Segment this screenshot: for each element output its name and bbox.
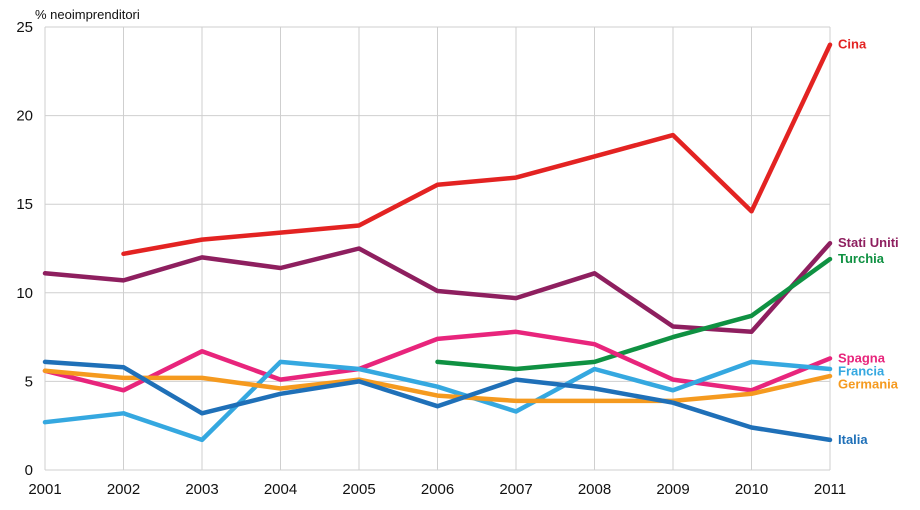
x-tick-label: 2004 (264, 481, 297, 498)
x-tick-label: 2010 (735, 481, 768, 498)
grid (44, 26, 831, 471)
series-label-cina: Cina (838, 37, 867, 52)
series-label-germania: Germania (838, 376, 899, 391)
y-tick-label: 15 (16, 196, 33, 213)
x-tick-label: 2003 (185, 481, 218, 498)
series-label-spagna: Spagna (838, 350, 886, 365)
series-line-cina (121, 42, 833, 257)
series-line-francia (42, 359, 833, 443)
series-line-germania (42, 368, 833, 404)
series-label-italia: Italia (838, 432, 868, 447)
y-tick-label: 10 (16, 285, 33, 302)
y-tick-label: 5 (25, 373, 33, 390)
y-tick-label: 20 (16, 108, 33, 125)
x-tick-label: 2006 (421, 481, 454, 498)
series-label-turchia: Turchia (838, 251, 885, 266)
y-tick-label: 0 (25, 462, 33, 479)
x-tick-label: 2009 (656, 481, 689, 498)
y-axis-label: % neoimprenditori (35, 7, 140, 22)
x-tick-label: 2008 (578, 481, 611, 498)
axis-ticks: 0 5 10 15 20 25 2001 2002 2003 2004 2005 2006 2007 20… (16, 19, 846, 498)
x-tick-label: 2001 (28, 481, 61, 498)
series-line-italia (42, 359, 833, 443)
x-tick-label: 2005 (342, 481, 375, 498)
series-line-turchia (435, 256, 833, 372)
x-tick-label: 2002 (107, 481, 140, 498)
series-lines (42, 42, 833, 443)
series-label-stati-uniti: Stati Uniti (838, 235, 899, 250)
x-tick-label: 2007 (499, 481, 532, 498)
x-tick-label: 2011 (814, 481, 846, 498)
y-tick-label: 25 (16, 19, 33, 36)
series-label-francia: Francia (838, 363, 885, 378)
